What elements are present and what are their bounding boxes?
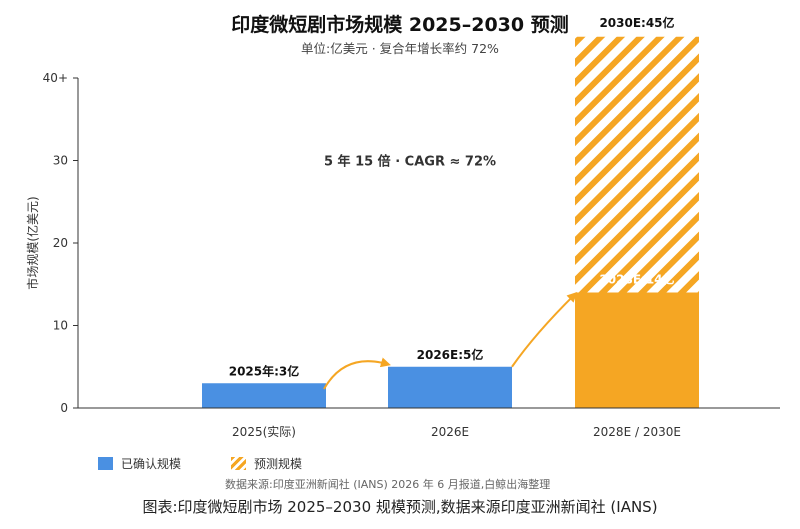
chart-subtitle: 单位:亿美元 · 复合年增长率约 72% [301, 41, 499, 56]
growth-arrow-1 [323, 357, 391, 390]
legend: 已确认规模 预测规模 [98, 455, 352, 472]
y-tick-label: 0 [60, 401, 68, 415]
chart-title: 印度微短剧市场规模 2025–2030 预测 [231, 14, 569, 36]
legend-label-confirmed: 已确认规模 [121, 457, 182, 471]
y-tick-label: 10 [53, 319, 68, 333]
bar-confirmed-0 [202, 383, 326, 408]
x-tick-label: 2026E [431, 425, 469, 439]
data-source-note: 数据来源:印度亚洲新闻社 (IANS) 2026 年 6 月报道,白鲸出海整理 [225, 478, 551, 491]
legend-item-forecast: 预测规模 [231, 455, 302, 472]
x-tick-label: 2025(实际) [232, 424, 296, 439]
bar-confirmed-2 [575, 292, 699, 408]
legend-item-confirmed: 已确认规模 [98, 455, 181, 472]
y-axis-label: 市场规模(亿美元) [25, 196, 40, 289]
legend-swatch-confirmed [98, 457, 113, 470]
x-tick-label: 2028E / 2030E [593, 425, 681, 439]
y-tick-label: 30 [53, 154, 68, 168]
data-label-2028: 2028E:14亿 [599, 272, 674, 287]
data-label-2030: 2030E:45亿 [599, 15, 674, 30]
legend-swatch-forecast [231, 457, 247, 470]
figure-caption: 图表:印度微短剧市场 2025–2030 规模预测,数据来源印度亚洲新闻社 (I… [142, 498, 658, 516]
legend-label-forecast: 预测规模 [254, 457, 303, 471]
growth-annotation: 5 年 15 倍 · CAGR ≈ 72% [324, 153, 496, 169]
data-label-2025: 2025年:3亿 [229, 363, 300, 378]
bar-confirmed-1 [388, 366, 512, 408]
data-label-2026: 2026E:5亿 [417, 347, 484, 362]
y-tick-label: 20 [53, 236, 68, 250]
growth-arrow-2 [511, 292, 578, 368]
y-tick-label: 40+ [43, 71, 68, 85]
